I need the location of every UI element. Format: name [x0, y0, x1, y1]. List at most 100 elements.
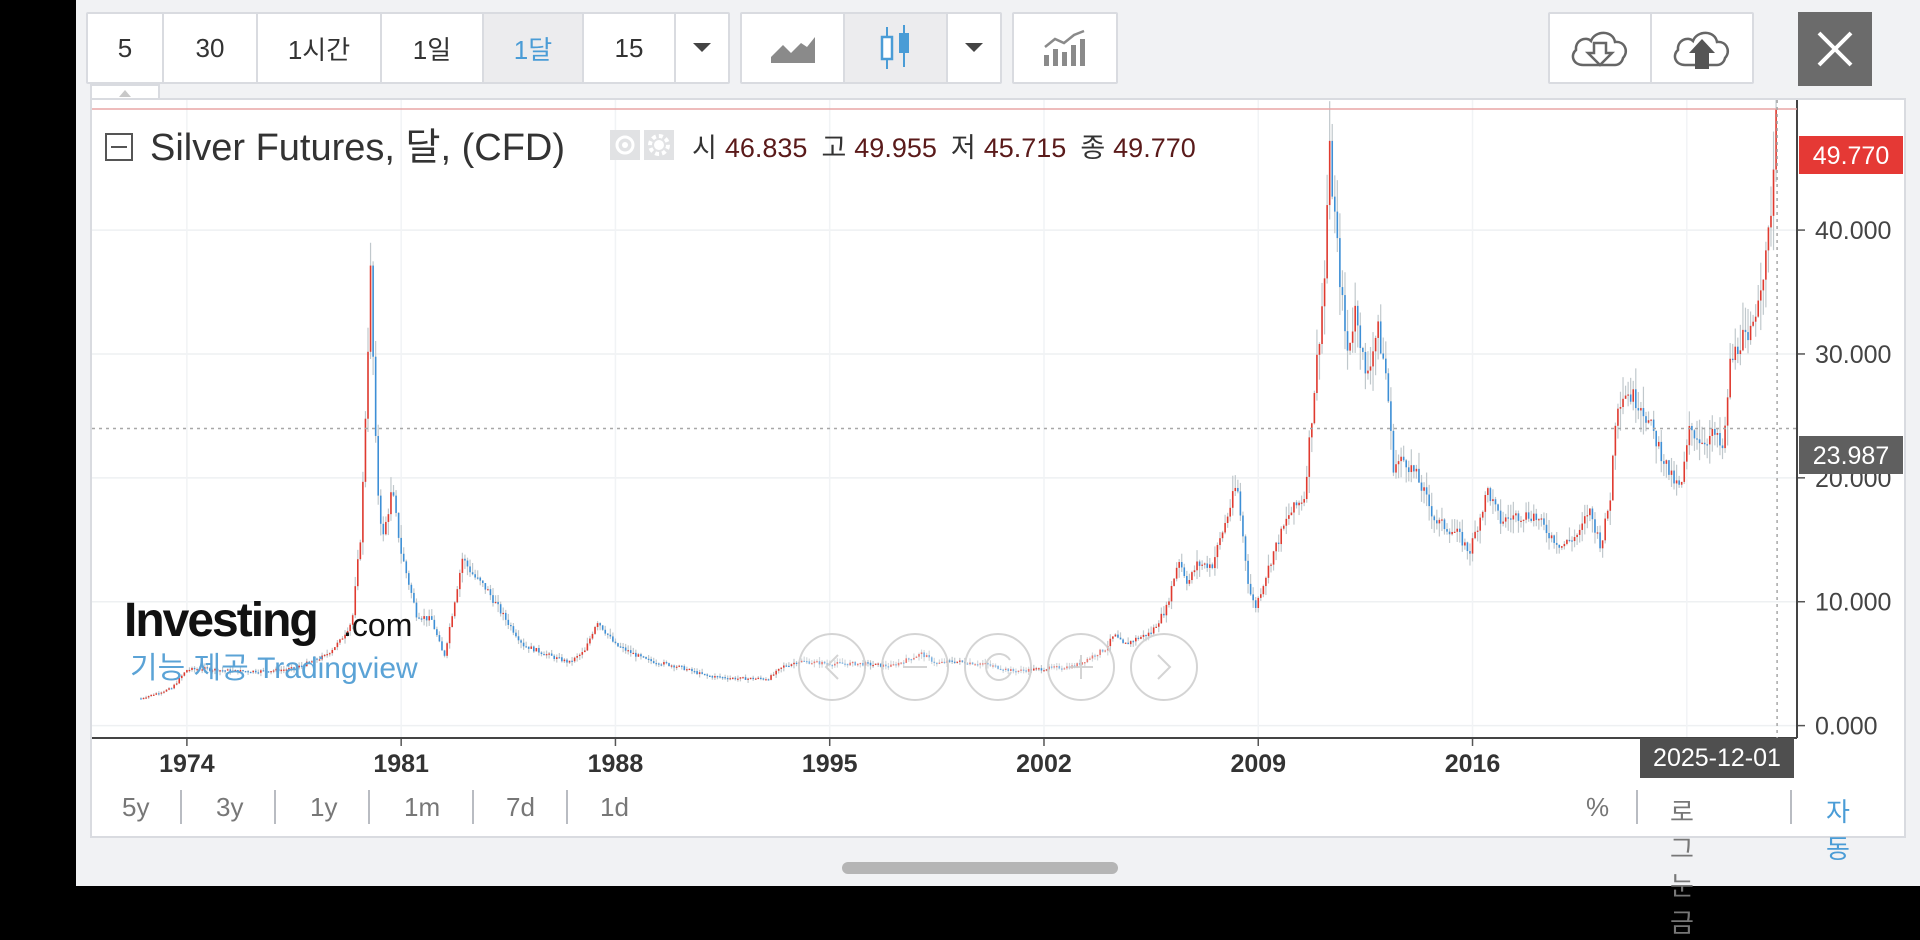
candle-body — [1354, 305, 1356, 332]
candle-body — [1706, 444, 1709, 446]
cloud-download-button[interactable] — [1550, 14, 1652, 82]
candle-body — [1260, 594, 1262, 598]
line-chart-button[interactable] — [742, 14, 846, 82]
candle-body — [305, 661, 308, 667]
indicators-button[interactable] — [1014, 14, 1116, 82]
x-tick-label: 2002 — [1016, 750, 1072, 778]
interval-1h-button[interactable]: 1시간 — [258, 14, 382, 82]
range-1y-button[interactable]: 1y — [310, 792, 338, 822]
candle-body — [1096, 654, 1099, 657]
watermark-powered-by: 기능 제공 Tradingview — [130, 652, 418, 685]
candle-body — [1721, 445, 1724, 449]
close-label: 종 — [1080, 133, 1105, 163]
range-7d-button[interactable]: 7d — [506, 792, 535, 822]
candle-body — [1453, 531, 1456, 533]
range-1m-button[interactable]: 1m — [404, 792, 441, 822]
collapse-tab[interactable] — [90, 84, 160, 100]
interval-1d-button[interactable]: 1일 — [382, 14, 484, 82]
percent-scale-button[interactable]: % — [1586, 792, 1610, 822]
scroll-left-button[interactable] — [798, 633, 866, 701]
watermark-brand-suffix: .com — [343, 607, 412, 643]
candle-body — [573, 657, 576, 662]
candle-body — [844, 663, 846, 665]
y-tick-label: 30.000 — [1815, 341, 1891, 369]
auto-scale-button[interactable]: 자동 — [1826, 797, 1850, 864]
candle-body — [1509, 518, 1512, 520]
candle-body — [1428, 494, 1430, 507]
range-1d-button[interactable]: 1d — [600, 792, 629, 822]
interval-30-button[interactable]: 30 — [164, 14, 258, 82]
candle-body — [563, 659, 566, 662]
candle-body — [614, 641, 617, 644]
zoom-out-button[interactable] — [881, 633, 949, 701]
candle-body — [1571, 540, 1573, 542]
candle-body — [553, 655, 556, 659]
candle-body — [186, 670, 188, 673]
interval-15-button[interactable]: 15 — [584, 14, 676, 82]
open-label: 시 — [692, 133, 717, 163]
candle-body — [1015, 671, 1017, 673]
candle-body — [716, 676, 719, 678]
candlestick-icon — [880, 25, 909, 69]
candle-body — [1538, 519, 1540, 521]
close-button[interactable] — [1798, 12, 1872, 86]
x-tick-label: 2016 — [1445, 750, 1501, 778]
candle-body — [1739, 350, 1742, 355]
cloud-upload-button[interactable] — [1652, 14, 1752, 82]
candle-body — [1458, 528, 1461, 532]
zoom-in-button[interactable] — [1047, 633, 1115, 701]
candle-body — [430, 616, 433, 620]
candle-body — [1270, 564, 1272, 566]
candle-body — [632, 652, 635, 655]
candle-body — [1336, 211, 1339, 239]
candle-body — [1469, 551, 1471, 554]
candle-body — [232, 670, 234, 673]
divider — [1636, 790, 1638, 824]
interval-1m-button[interactable]: 1달 — [484, 14, 584, 82]
candle-body — [1601, 540, 1604, 549]
candle-body — [484, 583, 487, 590]
chart-pane[interactable]: 0.000 10.000 20.000 30.000 40.000 1974 1981 198… — [90, 68, 1906, 838]
candle-body — [1466, 542, 1469, 552]
candle-body — [936, 662, 938, 665]
interval-5-button[interactable]: 5 — [88, 14, 164, 82]
range-3y-button[interactable]: 3y — [216, 792, 244, 822]
horizontal-scrollbar[interactable] — [842, 862, 1118, 874]
cloud-download-icon — [1571, 31, 1627, 67]
candle-body — [1433, 516, 1436, 521]
candle-body — [800, 660, 803, 663]
reset-button[interactable] — [964, 633, 1032, 701]
chart-type-dropdown-button[interactable] — [948, 14, 1000, 82]
candle-body — [767, 679, 770, 681]
candle-body — [298, 665, 300, 668]
candle-body — [599, 623, 601, 626]
candle-body — [1282, 525, 1285, 529]
candle-body — [331, 649, 334, 654]
candle-body — [721, 677, 724, 679]
interval-dropdown-button[interactable] — [676, 14, 728, 82]
candle-body — [395, 495, 397, 513]
candle-body — [530, 646, 533, 649]
log-scale-button[interactable]: 로그눈금 — [1670, 797, 1694, 938]
high-label: 고 — [821, 133, 846, 163]
candle-body — [737, 678, 739, 680]
candle-body — [780, 667, 783, 669]
candle-body — [856, 663, 859, 666]
candle-body — [846, 663, 849, 666]
candle-body — [354, 586, 357, 616]
scroll-right-button[interactable] — [1130, 633, 1198, 701]
range-5y-button[interactable]: 5y — [122, 792, 150, 822]
candlestick-chart-button[interactable] — [845, 14, 949, 82]
candle-body — [1339, 238, 1341, 288]
candle-body — [1497, 504, 1499, 511]
candle-body — [308, 661, 311, 663]
svg-text:2025-12-01: 2025-12-01 — [1653, 744, 1781, 772]
x-tick-label: 2009 — [1230, 750, 1286, 778]
candle-body — [1390, 401, 1392, 431]
candle-body — [1362, 347, 1364, 352]
candle-body — [1415, 468, 1418, 472]
candle-body — [545, 654, 548, 656]
candle-body — [1540, 518, 1543, 520]
candle-body — [887, 666, 890, 668]
